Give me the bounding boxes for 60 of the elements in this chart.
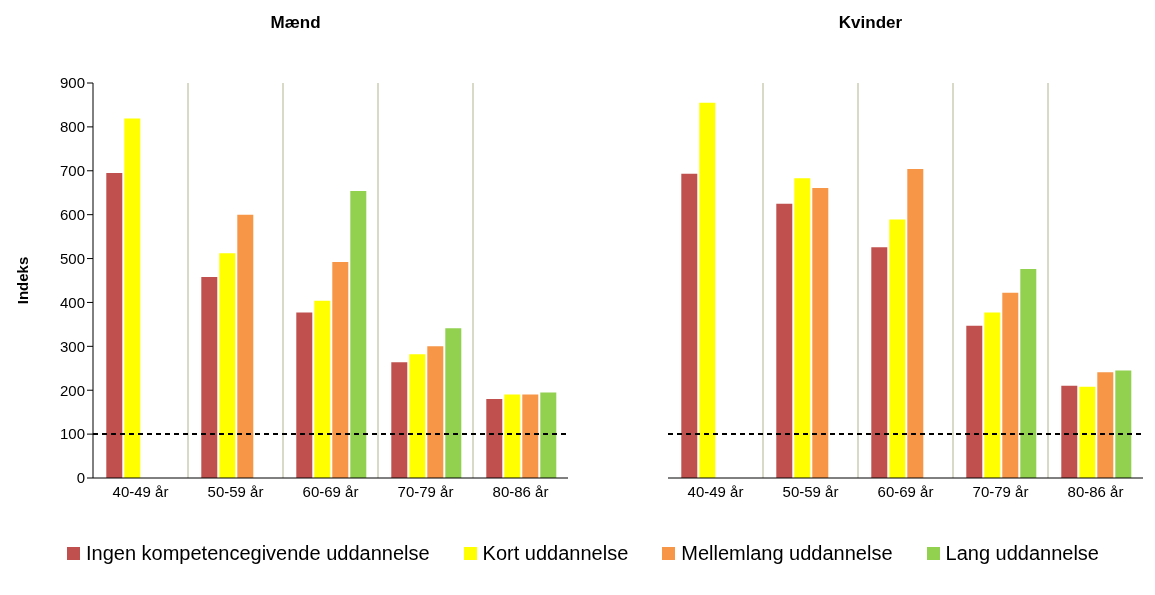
x-tick-label: 70-79 år [397,482,454,500]
bar [907,169,924,478]
bar [427,346,444,478]
bar [871,247,888,478]
y-tick-label: 800 [59,118,85,136]
bar [794,178,811,478]
bar [1020,269,1037,478]
legend-label: Mellemlang uddannelse [681,542,893,565]
bar [391,362,408,478]
y-tick-label: 0 [76,469,85,487]
bar [409,354,426,478]
y-tick-label: 400 [59,293,85,311]
bar [699,102,716,478]
bar [314,300,331,478]
bar [1079,386,1096,478]
bar [237,214,254,478]
x-tick-label: 40-49 år [687,482,744,500]
x-tick-label: 60-69 år [302,482,359,500]
bar [219,253,236,478]
legend-label: Kort uddannelse [482,542,629,565]
x-tick-label: 50-59 år [207,482,264,500]
x-tick-label: 80-86 år [1067,482,1124,500]
y-tick-label: 700 [59,162,85,180]
bar [1002,292,1019,478]
legend-label: Ingen kompetencegivende uddannelse [85,542,430,565]
x-tick-label: 60-69 år [877,482,934,500]
y-tick-label: 900 [59,74,85,92]
y-tick-label: 200 [59,381,85,399]
x-tick-label: 50-59 år [782,482,839,500]
bar [106,172,123,478]
x-tick-label: 40-49 år [112,482,169,500]
y-tick-label: 300 [59,337,85,355]
chart-title: Kvinder [837,12,904,34]
y-tick-label: 600 [59,205,85,223]
bar [776,203,793,478]
bar [1115,370,1132,478]
bar [201,276,218,478]
bar [124,118,141,478]
y-tick-label: 500 [59,249,85,267]
bar [681,173,698,478]
bar [296,312,313,478]
y-tick-label: 100 [59,425,85,443]
chart-title: Mænd [269,12,322,34]
x-tick-label: 70-79 år [972,482,1029,500]
bar [889,219,906,478]
bar [984,312,1001,478]
bar [812,187,829,478]
bar [350,190,367,478]
x-tick-label: 80-86 år [492,482,549,500]
bar [445,328,462,478]
bar [332,262,349,478]
bar [1097,372,1114,478]
bar [540,392,557,478]
bar [522,394,539,478]
bar [966,325,983,478]
legend-label: Lang uddannelse [945,542,1099,565]
bar [504,394,521,478]
y-axis-title: Indeks [14,256,32,305]
bar [1061,385,1078,478]
bar [486,399,503,478]
